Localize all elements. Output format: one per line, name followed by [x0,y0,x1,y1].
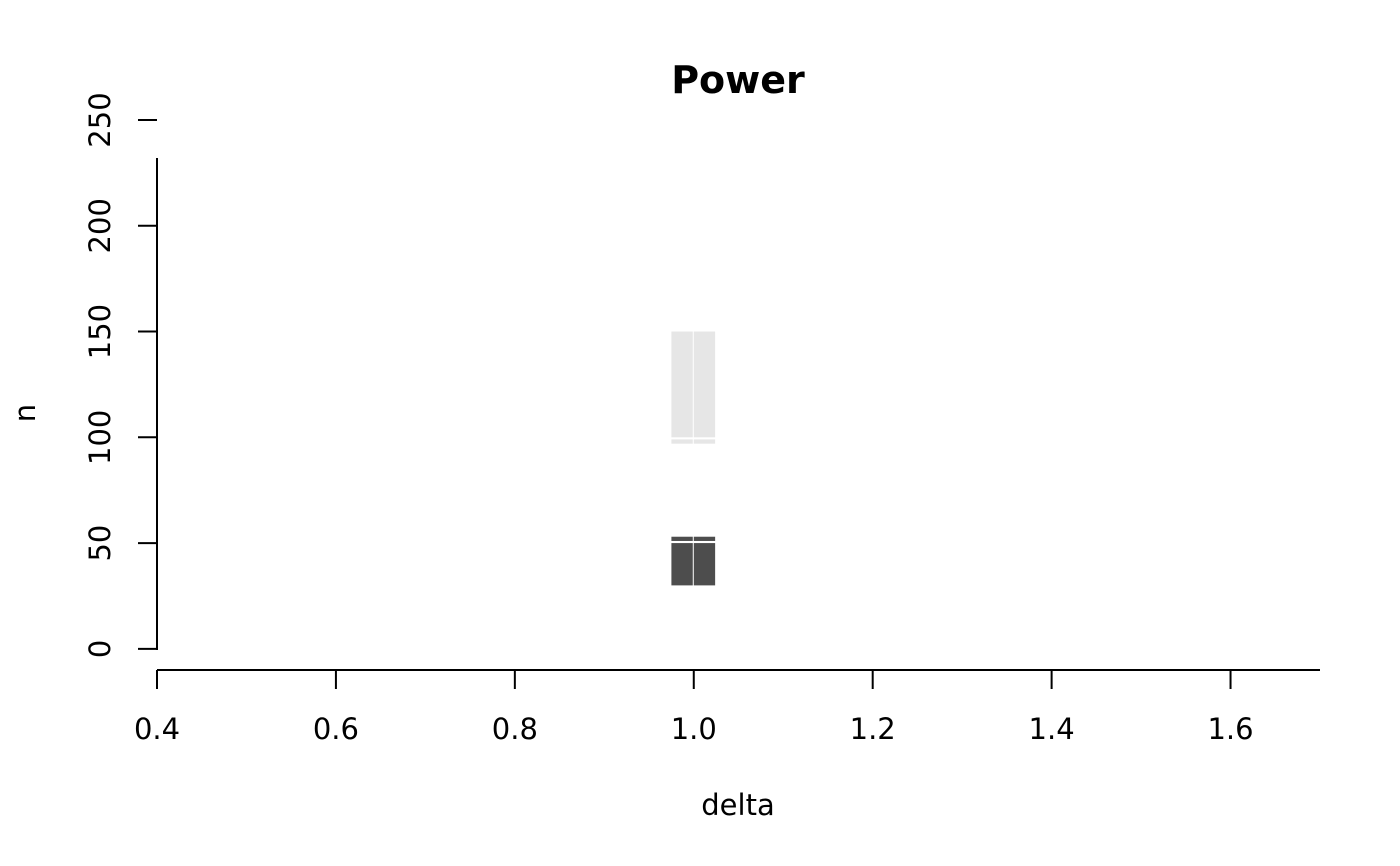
heatmap-cell-1-3 [693,439,716,444]
heatmap-cell-0-1 [693,543,716,586]
x-tick-label-0: 0.4 [134,712,180,746]
y-tick-label-0: 0 [83,640,117,658]
heatmap-cells [671,331,716,586]
x-tick-label-4: 1.2 [850,712,896,746]
x-tick-label-1: 0.6 [313,712,359,746]
x-tick-label-5: 1.4 [1029,712,1075,746]
y-tick-label-3: 150 [83,304,117,359]
heatmap-cell-1-1 [693,331,716,438]
y-tick-label-1: 50 [83,525,117,562]
heatmap-cell-1-2 [671,439,693,444]
x-tick-label-3: 1.0 [671,712,717,746]
heatmap-cell-0-3 [693,536,716,541]
heatmap-cell-0-0 [671,543,693,586]
x-axis-ticks: 0.4 0.6 0.8 1.0 1.2 1.4 1.6 [134,670,1254,746]
chart-title: Power [671,58,805,102]
heatmap-cell-0-2 [671,536,693,541]
y-tick-label-2: 100 [83,410,117,465]
heatmap-cell-1-0 [671,331,693,438]
x-axis-label: delta [701,788,774,822]
y-axis-label: n [8,404,42,422]
y-tick-label-4: 200 [83,198,117,253]
y-axis-ticks: 0 50 100 150 200 250 [83,92,157,658]
x-tick-label-6: 1.6 [1207,712,1253,746]
x-tick-label-2: 0.8 [492,712,538,746]
y-tick-label-5: 250 [83,92,117,147]
